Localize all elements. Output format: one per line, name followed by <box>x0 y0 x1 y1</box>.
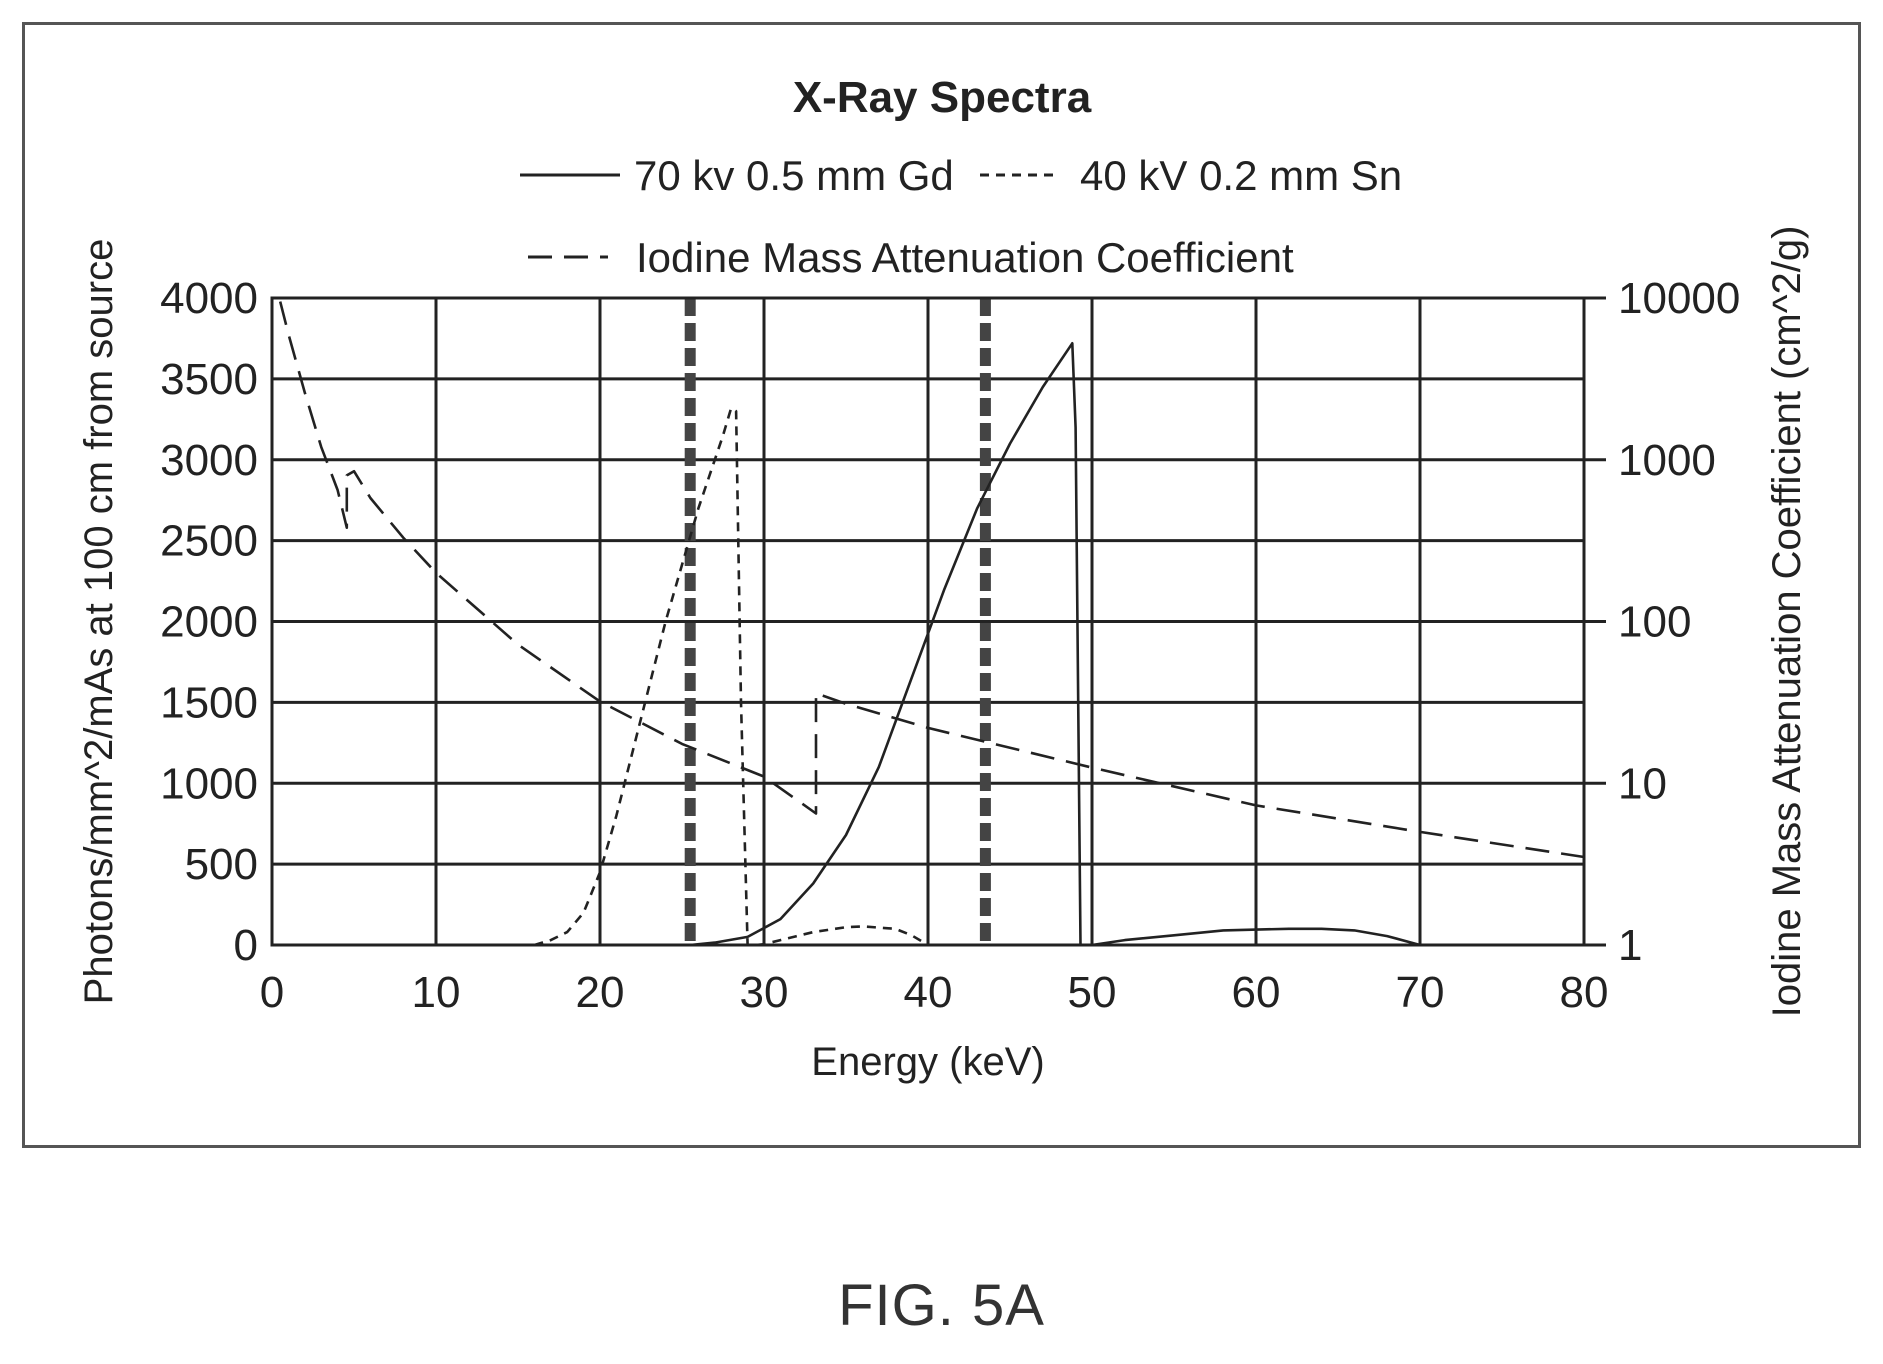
y2-tick-label: 1000 <box>1618 436 1716 485</box>
legend: 70 kv 0.5 mm Gd 40 kV 0.2 mm Sn Iodine M… <box>520 152 1402 281</box>
figure-caption: FIG. 5A <box>838 1273 1045 1338</box>
sn-spectrum-line <box>534 406 929 947</box>
x-axis-label: Energy (keV) <box>811 1040 1044 1084</box>
x-tick-label: 30 <box>740 968 789 1017</box>
y-tick-label: 2000 <box>160 598 258 647</box>
legend-label-sn: 40 kV 0.2 mm Sn <box>1080 152 1402 199</box>
y-tick-label: 4000 <box>160 274 258 323</box>
y2-axis-label: Iodine Mass Attenuation Coefficient (cm^… <box>1765 226 1809 1018</box>
y2-tick-label: 1 <box>1618 921 1642 970</box>
y-tick-label: 500 <box>185 840 258 889</box>
plot-border <box>270 296 1586 947</box>
x-tick-label: 10 <box>412 968 461 1017</box>
gd-spectrum-line <box>690 341 1421 947</box>
x-tick-label: 40 <box>904 968 953 1017</box>
y-tick-label: 1000 <box>160 759 258 808</box>
y-tick-label: 1500 <box>160 678 258 727</box>
series-layer <box>278 301 1585 947</box>
legend-label-iodine: Iodine Mass Attenuation Coefficient <box>636 234 1294 281</box>
x-tick-label: 80 <box>1560 968 1609 1017</box>
y2-tick-label: 100 <box>1618 598 1691 647</box>
x-tick-label: 60 <box>1232 968 1281 1017</box>
iodine-attenuation-line <box>278 301 1585 859</box>
y-tick-label: 3500 <box>160 355 258 404</box>
tick-layer: 0 10 20 30 40 50 60 70 80 0 500 1000 1500 2000 2500 300… <box>160 274 1740 1017</box>
x-tick-label: 20 <box>576 968 625 1017</box>
figure-frame <box>22 22 1861 1148</box>
marker-layer <box>684 298 991 945</box>
x-tick-label: 70 <box>1396 968 1445 1017</box>
y-tick-label: 2500 <box>160 517 258 566</box>
y-tick-label: 0 <box>234 921 258 970</box>
y2-tick-label: 10000 <box>1618 274 1740 323</box>
grid-layer <box>270 296 1606 947</box>
legend-label-gd: 70 kv 0.5 mm Gd <box>634 152 954 199</box>
y-axis-label: Photons/mm^2/mAs at 100 cm from source <box>77 239 121 1005</box>
x-tick-label: 0 <box>260 968 284 1017</box>
chart-title: X-Ray Spectra <box>793 73 1092 122</box>
y2-tick-label: 10 <box>1618 759 1667 808</box>
y-tick-label: 3000 <box>160 436 258 485</box>
x-tick-label: 50 <box>1068 968 1117 1017</box>
